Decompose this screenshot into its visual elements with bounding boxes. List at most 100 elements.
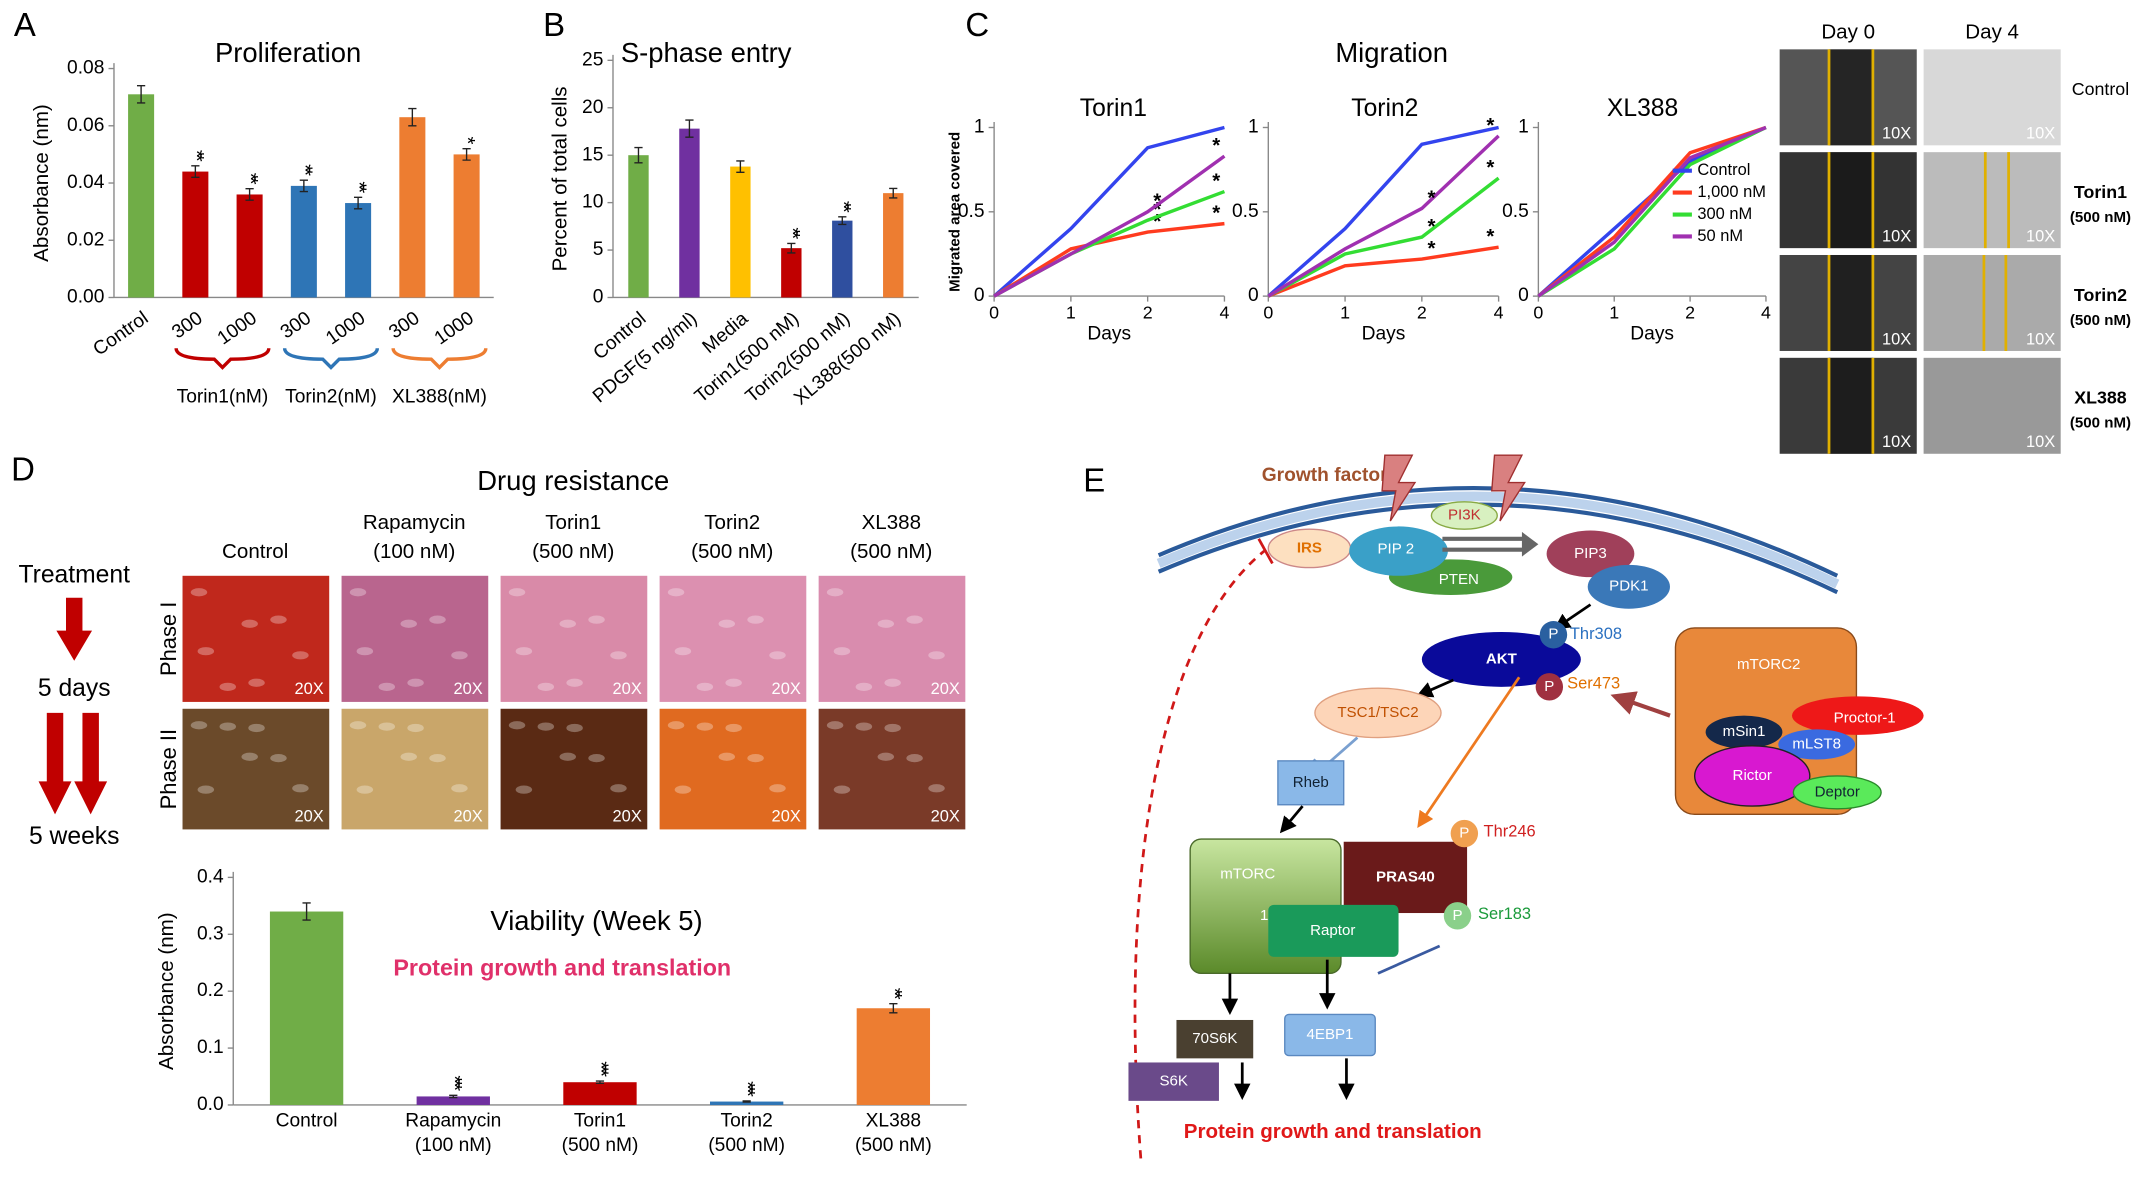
- cell: [696, 722, 714, 731]
- error-bar: [889, 187, 898, 199]
- column-header: Rapamycin: [363, 511, 466, 534]
- micrograph: [818, 575, 966, 702]
- node-label: IRS: [1297, 539, 1322, 556]
- arrow: [1279, 805, 1304, 834]
- error-bar: [136, 85, 146, 104]
- cell: [833, 647, 851, 656]
- magnification: 20X: [294, 680, 323, 698]
- micrograph: [1923, 152, 2061, 249]
- cell: [292, 784, 309, 793]
- x-tick-label: 300: [385, 308, 423, 344]
- column-header: Torin2: [704, 511, 760, 534]
- magnification: 10X: [2026, 330, 2055, 348]
- cell: [241, 752, 258, 761]
- significance: *: [1427, 237, 1435, 260]
- cell: [747, 754, 764, 763]
- y-tick-label: 0: [593, 287, 604, 308]
- node: [1778, 729, 1856, 760]
- cell: [718, 619, 736, 628]
- x-tick-label: 0: [1263, 303, 1273, 323]
- cell: [855, 722, 873, 731]
- magnification: 20X: [294, 807, 323, 825]
- timeline-label: 5 days: [38, 675, 111, 702]
- y-tick-label: 0.0: [197, 1094, 224, 1115]
- cell: [877, 752, 895, 761]
- cell: [190, 588, 208, 597]
- micrograph: [500, 575, 648, 702]
- membrane: [1156, 491, 1840, 589]
- x-tick-label: 2: [1417, 303, 1427, 323]
- cell: [508, 721, 526, 730]
- cell: [508, 588, 526, 597]
- cell: [667, 588, 685, 597]
- cell: [219, 682, 236, 691]
- cell: [674, 785, 692, 794]
- node-label: S6K: [1159, 1073, 1188, 1090]
- membrane: [1157, 502, 1839, 595]
- bar: [128, 94, 155, 298]
- error-bar: [838, 216, 847, 226]
- y-tick-label: 0.5: [1232, 201, 1259, 222]
- line: [993, 189, 1226, 298]
- error-bar: [595, 1080, 605, 1085]
- cell: [537, 722, 555, 731]
- x-tick-label: 1: [1066, 303, 1076, 323]
- phospho: [1535, 673, 1564, 701]
- panel-label: E: [1083, 461, 1105, 498]
- cell: [349, 588, 367, 597]
- y-axis-label: Percent of total cells: [548, 86, 571, 271]
- x-axis-label: Days: [1362, 324, 1406, 345]
- y-tick-label: 1: [974, 117, 985, 138]
- significance: ***: [590, 1061, 613, 1077]
- cell: [400, 619, 417, 628]
- error-bar: [299, 179, 308, 193]
- x-tick-label: 2: [1685, 303, 1695, 323]
- node: [1268, 904, 1399, 957]
- legend-label: 50 nM: [1697, 227, 1743, 245]
- y-axis-label: Absorbance (nm): [155, 912, 178, 1070]
- error-bar: [736, 160, 745, 173]
- x-axis-label: Days: [1087, 324, 1131, 345]
- cell: [451, 784, 468, 793]
- cell: [248, 723, 265, 733]
- magnification: 20X: [454, 680, 483, 698]
- x-tick-label: 2: [1143, 303, 1153, 323]
- x-axis-label: Days: [1630, 324, 1674, 345]
- error-bar: [889, 1003, 898, 1014]
- scratch-gap: [1829, 254, 1873, 351]
- micrograph: [659, 575, 807, 702]
- cell: [515, 647, 533, 656]
- node: [1128, 1062, 1219, 1101]
- magnification: 10X: [2026, 228, 2055, 246]
- significance: *: [1486, 225, 1494, 248]
- y-tick-label: 0: [1248, 285, 1259, 306]
- arrow: [1521, 531, 1539, 557]
- node-label: PI3K: [1448, 506, 1481, 523]
- x-tick-label: 0: [1533, 303, 1543, 323]
- row-label: Phase II: [156, 729, 181, 809]
- node-label: PIP 2: [1377, 541, 1414, 558]
- line: [1267, 176, 1500, 298]
- timeline-label: Treatment: [18, 561, 130, 588]
- cell: [566, 723, 583, 733]
- drug-title: Drug resistance: [477, 465, 669, 496]
- bar: [453, 154, 480, 298]
- micrograph: [341, 708, 489, 830]
- column-dose: (500 nM): [850, 540, 932, 563]
- bar: [399, 117, 426, 298]
- cell: [877, 619, 895, 628]
- magnification: 10X: [1882, 125, 1911, 143]
- node: [1349, 526, 1448, 576]
- cell: [559, 619, 576, 628]
- arrow: [1442, 536, 1525, 552]
- panel-label: A: [14, 6, 36, 43]
- significance: *: [1212, 169, 1220, 192]
- x-tick-label: Torin1(500 nM): [562, 1110, 639, 1156]
- micrograph: [500, 708, 648, 830]
- cell: [884, 723, 901, 733]
- y-tick-label: 0.02: [67, 229, 104, 250]
- cell: [928, 651, 945, 660]
- cell: [356, 785, 374, 794]
- x-tick-label: 1: [1340, 303, 1350, 323]
- x-tick-label: Control: [276, 1110, 338, 1131]
